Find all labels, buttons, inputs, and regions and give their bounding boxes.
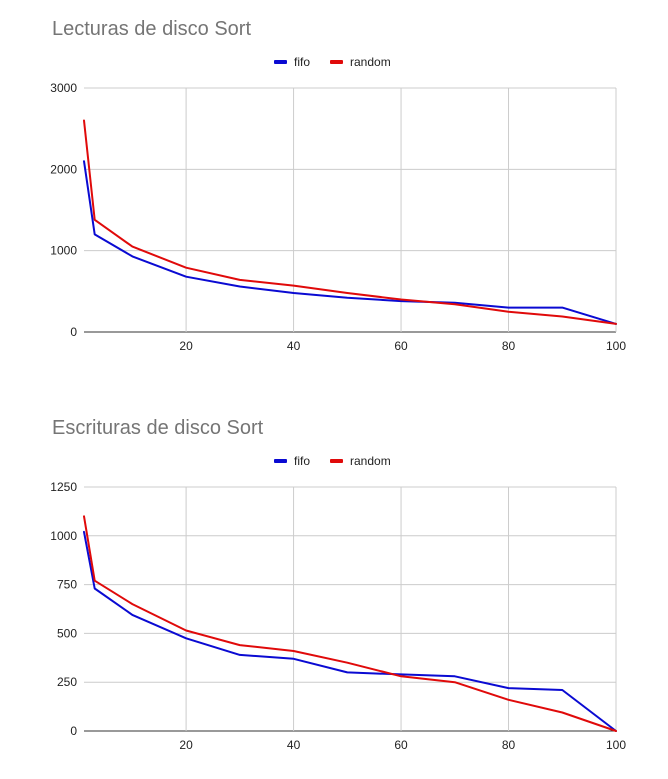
legend-swatch-random (330, 459, 343, 463)
x-tick-label: 40 (287, 339, 301, 353)
x-tick-label: 40 (287, 738, 301, 752)
legend-label-fifo: fifo (294, 454, 310, 468)
y-tick-label: 250 (57, 675, 77, 689)
legend-label-random: random (350, 454, 391, 468)
y-tick-label: 3000 (50, 81, 77, 95)
series-line-random (83, 119, 617, 325)
x-tick-label: 100 (606, 339, 626, 353)
y-tick-label: 0 (70, 325, 77, 339)
chart-title: Lecturas de disco Sort (52, 18, 251, 40)
chart-title: Escrituras de disco Sort (52, 417, 264, 439)
legend-swatch-random (330, 60, 343, 64)
x-tick-label: 80 (502, 339, 516, 353)
series-line-fifo (83, 530, 617, 732)
series-line-random (83, 515, 617, 732)
legend-label-random: random (350, 55, 391, 69)
chart-lecturas: Lecturas de disco Sort 0 1000 2000 3000 20 40… (0, 0, 668, 380)
legend-label-fifo: fifo (294, 55, 310, 69)
series-line-fifo (83, 160, 617, 325)
y-tick-label: 500 (57, 626, 77, 640)
x-tick-label: 60 (394, 738, 408, 752)
x-tick-label: 80 (502, 738, 516, 752)
y-tick-label: 0 (70, 724, 77, 738)
legend-swatch-fifo (274, 60, 287, 64)
x-tick-label: 100 (606, 738, 626, 752)
y-tick-label: 750 (57, 578, 77, 592)
chart-lecturas-plot: 0 1000 2000 3000 20 40 60 80 100 fifo random (50, 55, 626, 353)
x-tick-label: 20 (179, 738, 193, 752)
y-tick-label: 1250 (50, 480, 77, 494)
y-tick-label: 2000 (50, 162, 77, 176)
chart-escrituras-plot: 0 250 500 750 1000 1250 20 40 60 80 100 fifo random (50, 454, 626, 752)
chart-escrituras: Escrituras de disco Sort 0 250 500 750 1000 1… (0, 399, 668, 779)
y-tick-label: 1000 (50, 529, 77, 543)
x-tick-label: 60 (394, 339, 408, 353)
x-tick-label: 20 (179, 339, 193, 353)
legend-swatch-fifo (274, 459, 287, 463)
y-tick-label: 1000 (50, 244, 77, 258)
